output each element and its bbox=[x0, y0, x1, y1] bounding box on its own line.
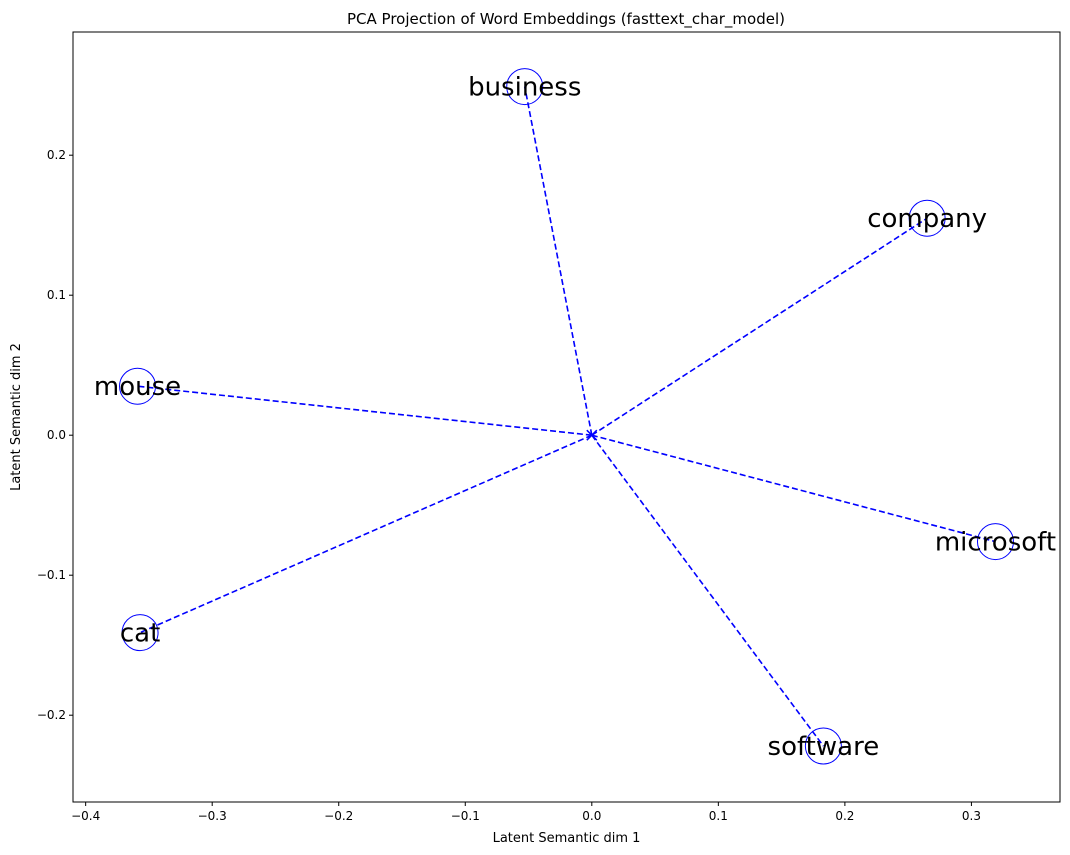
x-tick-label: −0.3 bbox=[198, 809, 227, 823]
plot-area: business company mouse microsoft cat software bbox=[94, 68, 1056, 765]
vector-line-mouse bbox=[137, 385, 592, 436]
x-axis-label: Latent Semantic dim 1 bbox=[493, 831, 641, 846]
point-label-software: software bbox=[768, 732, 880, 762]
x-tick-label: 0.3 bbox=[962, 809, 981, 823]
x-tick-label: 0.2 bbox=[835, 809, 854, 823]
y-tick-label: 0.0 bbox=[47, 428, 66, 442]
point-marker-mouse bbox=[119, 367, 157, 405]
vector-line-software bbox=[591, 434, 825, 747]
chart-title: PCA Projection of Word Embeddings (fastt… bbox=[347, 10, 785, 29]
origin-marker bbox=[586, 429, 598, 441]
point-label-company: company bbox=[867, 204, 987, 234]
x-tick-label: −0.4 bbox=[71, 809, 100, 823]
point-marker-microsoft bbox=[976, 523, 1014, 561]
point-label-cat: cat bbox=[120, 619, 160, 649]
y-tick-label: −0.2 bbox=[37, 708, 66, 722]
point-marker-business bbox=[506, 68, 544, 106]
point-label-microsoft: microsoft bbox=[935, 528, 1056, 558]
y-axis-label: Latent Semantic dim 2 bbox=[9, 343, 24, 491]
y-tick-label: −0.1 bbox=[37, 568, 66, 582]
x-tick-label: 0.0 bbox=[582, 809, 601, 823]
point-label-business: business bbox=[468, 73, 581, 103]
y-axis: −0.2 −0.1 0.0 0.1 0.2 bbox=[37, 148, 73, 722]
vector-line-company bbox=[591, 217, 928, 436]
point-marker-software bbox=[804, 727, 842, 765]
x-tick-label: −0.1 bbox=[451, 809, 480, 823]
point-label-mouse: mouse bbox=[94, 372, 181, 402]
point-marker-company bbox=[908, 199, 946, 237]
x-tick-label: 0.1 bbox=[709, 809, 728, 823]
x-axis: −0.4 −0.3 −0.2 −0.1 0.0 0.1 0.2 0.3 bbox=[71, 802, 981, 823]
x-tick-label: −0.2 bbox=[324, 809, 353, 823]
vector-line-microsoft bbox=[591, 434, 996, 543]
y-tick-label: 0.2 bbox=[47, 148, 66, 162]
vector-line-cat bbox=[139, 434, 593, 634]
point-marker-cat bbox=[121, 614, 159, 652]
plot-frame bbox=[72, 31, 1061, 803]
vector-line-business bbox=[523, 86, 593, 436]
y-tick-label: 0.1 bbox=[47, 288, 66, 302]
